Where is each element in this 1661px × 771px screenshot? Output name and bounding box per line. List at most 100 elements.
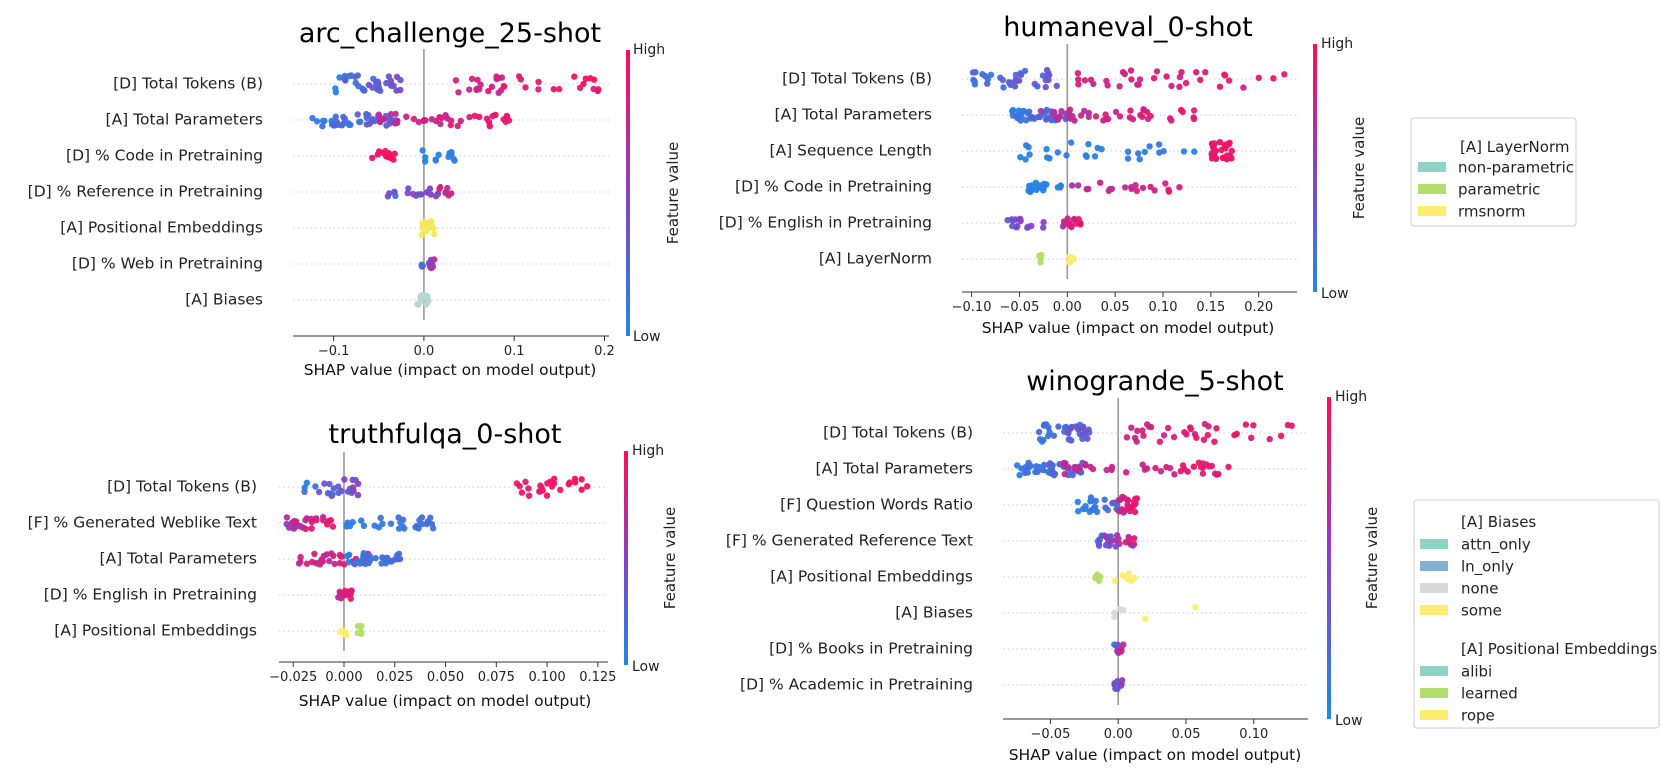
shap-point (1139, 184, 1147, 192)
colorbar-gradient (1327, 397, 1331, 719)
x-tick-label: −0.05 (1031, 727, 1071, 742)
feature-label: [D] % Code in Pretraining (735, 178, 932, 196)
shap-point (409, 190, 417, 198)
shap-point (1150, 75, 1158, 82)
shap-point (1281, 71, 1288, 78)
shap-point (1228, 147, 1236, 155)
shap-point (395, 525, 403, 532)
shap-point (1043, 66, 1051, 74)
x-axis-label-winogrande: SHAP value (impact on model output) (1009, 746, 1302, 764)
shap-point (999, 76, 1006, 84)
x-tick-label: 0.05 (1172, 727, 1201, 742)
shap-point (355, 480, 362, 487)
shap-point (423, 227, 430, 235)
shap-point (1127, 67, 1135, 74)
shap-point (325, 517, 333, 524)
chart-title-humaneval: humaneval_0-shot (1003, 12, 1253, 43)
shap-point (354, 622, 362, 630)
shap-point (543, 492, 551, 499)
shap-point (565, 480, 572, 488)
shap-point (1147, 183, 1154, 191)
shap-point (289, 524, 296, 531)
legend-swatch-parametric (1418, 184, 1446, 194)
shap-point (1199, 470, 1207, 477)
shap-point (423, 520, 430, 528)
x-tick-label: 0.050 (427, 670, 464, 685)
shap-point (382, 147, 389, 155)
shap-point (1020, 107, 1027, 115)
shap-point (369, 154, 376, 162)
feature-label: [D] % Reference in Pretraining (28, 183, 263, 201)
shap-point (1040, 180, 1048, 187)
shap-point (979, 71, 986, 78)
legend-label-attn-only: attn_only (1461, 536, 1531, 555)
shap-point (346, 72, 353, 80)
colorbar-truthfulqa: High Low Feature value (624, 443, 679, 675)
shap-point (415, 525, 422, 532)
legend-swatch-none (1420, 583, 1448, 593)
legend-label-none: none (1461, 580, 1498, 598)
feature-label: [A] LayerNorm (819, 250, 932, 268)
shap-point (1248, 434, 1255, 441)
feature-label: [D] % Academic in Pretraining (740, 676, 973, 694)
shap-point (1210, 143, 1217, 150)
shap-point (1081, 431, 1089, 438)
shap-point (390, 156, 397, 163)
feature-label: [A] Total Parameters (775, 106, 932, 124)
shap-point (390, 82, 397, 90)
shap-point (360, 86, 367, 94)
shap-point (419, 520, 426, 528)
shap-point (1103, 466, 1110, 474)
shap-point (1240, 84, 1247, 91)
shap-point (1082, 462, 1089, 469)
shap-point (1092, 113, 1100, 120)
shap-point (442, 189, 450, 196)
shap-point (401, 525, 408, 532)
shap-point (535, 86, 542, 93)
x-tick-label: 0.15 (1196, 300, 1225, 315)
shap-point (357, 118, 364, 126)
shap-point (1165, 186, 1172, 193)
shap-point (466, 113, 473, 121)
shap-point (1124, 155, 1132, 162)
shap-point (1054, 184, 1062, 191)
x-tick-label: 0.00 (1104, 727, 1133, 742)
shap-point (1117, 682, 1125, 689)
colorbar-gradient (624, 451, 628, 665)
shap-point (1016, 471, 1023, 479)
shap-point (1108, 185, 1116, 193)
legend-frame (1413, 499, 1660, 729)
shap-point (1037, 107, 1045, 115)
legend-swatch-some (1420, 605, 1448, 615)
shap-point (493, 73, 500, 80)
shap-point (1135, 81, 1142, 88)
colorbar-high-label: High (632, 443, 664, 459)
shap-point (1160, 432, 1168, 439)
shap-point (485, 87, 492, 95)
shap-point (431, 230, 438, 238)
shap-point (288, 519, 296, 526)
shap-point (1202, 69, 1209, 76)
legend-label-ln-only: ln_only (1461, 558, 1514, 577)
shap-point (427, 514, 434, 521)
colorbar-gradient (626, 50, 630, 336)
shap-point (1095, 577, 1103, 585)
shap-point (1153, 68, 1161, 75)
shap-point (525, 492, 533, 499)
shap-point (972, 69, 979, 76)
colorbar-arc: High Low Feature value (626, 42, 682, 345)
shap-point (1164, 424, 1172, 432)
shap-point (1197, 76, 1204, 84)
shap-point (1143, 465, 1151, 472)
shap-point (1128, 76, 1135, 83)
shap-point (444, 115, 451, 122)
shap-point (1221, 71, 1228, 78)
shap-point (1054, 116, 1062, 123)
shap-point (1077, 112, 1085, 119)
shap-point (329, 491, 336, 498)
shap-point (1213, 425, 1220, 432)
shap-point (415, 301, 422, 308)
feature-label: [A] Positional Embeddings (54, 622, 257, 640)
shap-point (426, 185, 434, 192)
x-tick-label: 0.075 (478, 670, 515, 685)
